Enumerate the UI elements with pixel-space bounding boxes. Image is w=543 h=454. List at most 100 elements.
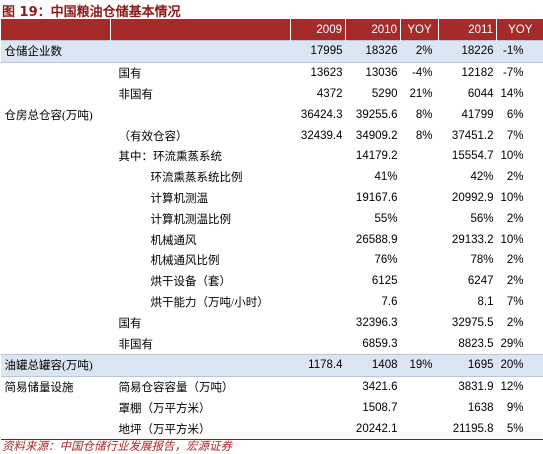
- cell: 18226: [438, 40, 497, 63]
- cell: 10%: [500, 233, 524, 246]
- cell: 1178.4: [290, 353, 346, 377]
- cell: 32439.4: [300, 129, 343, 142]
- cell: 7.6: [381, 295, 398, 308]
- cell: 地坪（万平方米）: [110, 418, 291, 441]
- cell: 39255.6: [355, 108, 398, 121]
- cell: 17995: [290, 40, 346, 63]
- cell: 20%: [496, 353, 543, 377]
- cell: 国有: [118, 68, 142, 81]
- cell: [291, 229, 346, 250]
- header-cell: 2011: [438, 19, 497, 41]
- table-row: （有效仓容） 32439.4 34909.2 8% 37451.2 7%: [1, 125, 543, 146]
- cell: 烘干能力（万吨/小时）: [150, 296, 269, 309]
- cell: [291, 250, 346, 271]
- cell: 简易储量设施: [4, 382, 74, 395]
- cell: [110, 353, 291, 377]
- cell: 2%: [506, 212, 524, 225]
- cell: 19167.6: [355, 191, 398, 204]
- cell: 13623: [310, 67, 343, 80]
- cell: 其中：环流熏蒸系统: [118, 151, 223, 164]
- cell: 15554.7: [451, 150, 494, 163]
- table-row: 其中：环流熏蒸系统 14179.2 15554.7 10%: [1, 146, 543, 167]
- source: 资料来源：中国仓储行业发展报告，宏源证券: [2, 441, 232, 453]
- cell: 7%: [506, 295, 524, 308]
- cell: 36424.3: [300, 108, 343, 121]
- cell: 10%: [500, 150, 524, 163]
- cell: [401, 292, 439, 313]
- cell: 20242.1: [345, 418, 401, 441]
- cell: 29133.2: [451, 233, 494, 246]
- cell: 计算机测温比例: [150, 213, 232, 226]
- cell: [401, 208, 439, 229]
- cell: 18326: [345, 40, 401, 63]
- cell: [291, 312, 346, 333]
- cell: 10%: [500, 191, 524, 204]
- table-row: 仓储企业数 17995 18326 2% 18226 -1%: [0, 40, 543, 63]
- table-row: 国有 13623 13036 -4% 12182 -7%: [1, 62, 543, 83]
- cell: 非国有: [118, 88, 154, 101]
- cell: 烘干设备（套）: [150, 276, 232, 289]
- cell: 32975.5: [451, 316, 494, 329]
- cell: 8823.5: [458, 337, 494, 350]
- cell: [1, 398, 111, 419]
- cell: 8%: [415, 129, 433, 142]
- cell: 6%: [506, 108, 524, 121]
- cell: 9%: [506, 401, 524, 414]
- cell: 仓房总仓容(万吨): [4, 109, 93, 122]
- cell: 21%: [409, 87, 433, 100]
- cell: [401, 312, 439, 333]
- cell: 计算机测温: [150, 192, 209, 205]
- header-cell: [110, 19, 291, 41]
- cell: 机械通风比例: [150, 255, 220, 268]
- cell: 5290: [371, 87, 398, 100]
- cell: -7%: [503, 67, 524, 80]
- cell: 37451.2: [451, 129, 494, 142]
- cell: 5%: [496, 418, 543, 441]
- cell: 国有: [118, 317, 142, 330]
- cell: 42%: [470, 171, 494, 184]
- table-row: 机械通风 26588.9 29133.2 10%: [1, 229, 543, 250]
- cell: [1, 250, 111, 271]
- header-row: 2009 2010 YOY 2011 YOY: [0, 19, 543, 41]
- table-row: 非国有 6859.3 8823.5 29%: [1, 333, 543, 354]
- header-cell: [0, 19, 111, 41]
- cell: [291, 292, 346, 313]
- cell: 26588.9: [355, 233, 398, 246]
- table-row: 国有 32396.3 32975.5 2%: [1, 312, 543, 333]
- cell: 1408: [345, 353, 401, 377]
- cell: [401, 188, 439, 209]
- cell: 6125: [371, 275, 398, 288]
- cell: [1, 229, 111, 250]
- table-row: 地坪（万平方米） 20242.1 21195.8 5%: [0, 418, 543, 441]
- cell: [111, 104, 291, 125]
- cell: 2%: [506, 254, 524, 267]
- header-cell: YOY: [400, 19, 439, 41]
- table-row: 罩棚（万平方米） 1508.7 1638 9%: [1, 398, 543, 419]
- cell: 2%: [506, 171, 524, 184]
- cell: 14179.2: [355, 150, 398, 163]
- table-row: 烘干设备（套） 6125 6247 2%: [1, 271, 543, 292]
- cell: 非国有: [118, 338, 154, 351]
- cell: [1, 292, 111, 313]
- cell: [290, 418, 346, 441]
- cell: 41%: [374, 171, 398, 184]
- title: 图 19：中国粮油仓储基本情况: [2, 5, 181, 20]
- cell: [1, 333, 111, 354]
- cell: 6247: [467, 275, 494, 288]
- cell: [401, 271, 439, 292]
- cell: -1%: [496, 40, 543, 63]
- cell: 55%: [374, 212, 398, 225]
- cell: 3421.6: [362, 381, 398, 394]
- table-row: 油罐总罐容(万吨) 1178.4 1408 19% 1695 20%: [0, 353, 543, 377]
- cell: 罩棚（万平方米）: [118, 402, 211, 415]
- cell: [110, 40, 291, 63]
- cell: 20992.9: [451, 191, 494, 204]
- cell: [401, 146, 439, 167]
- cell: [1, 188, 111, 209]
- cell: [291, 333, 346, 354]
- header-cell: 2010: [345, 19, 401, 41]
- cell: [291, 146, 346, 167]
- table-row: 环流熏蒸系统比例 41% 42% 2%: [1, 167, 543, 188]
- cell: [291, 398, 346, 419]
